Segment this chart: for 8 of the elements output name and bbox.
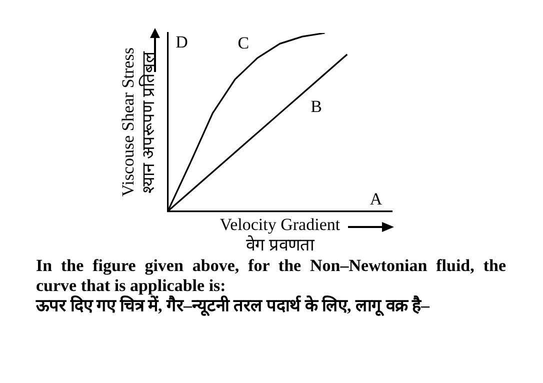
series-label: B (310, 97, 322, 116)
annotation: D (176, 32, 188, 52)
y-axis-title: Viscouse Shear Stress श्यान अपरूपण प्रतिबल (118, 48, 158, 197)
series-label: C (238, 33, 250, 52)
text: In the figure given above, for the Non–Newtonian fluid, the curve that is applicable is: (36, 256, 506, 296)
annotation: A (370, 190, 383, 209)
text: ऊपर दिए गए चित्र में, गैर–न्यूटनी तरल पदार्थ के लिए, लागू वक्र है– (36, 296, 431, 316)
x-axis-title: Velocity Gradient वेग प्रवणता (220, 214, 340, 254)
